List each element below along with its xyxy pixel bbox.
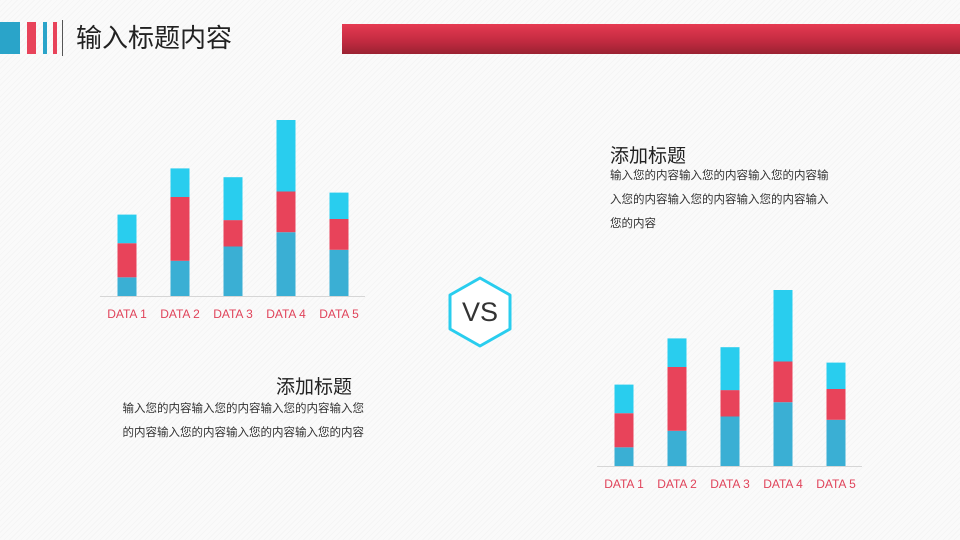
vs-hexagon (448, 276, 512, 348)
x-tick-label: DATA 5 (319, 307, 359, 321)
bar-5-middle (826, 389, 846, 420)
text-block-body-left: 输入您的内容输入您的内容输入您的内容输入您的内容输入您的内容输入您的内容输入您的… (122, 401, 365, 439)
vs-label: VS (462, 297, 498, 327)
stacked-bar-chart-left: DATA 1 DATA 2 DATA 3 DATA 4 DATA 5 (100, 120, 365, 321)
bar-1-bottom (117, 277, 137, 296)
header-decoration-red-thin (53, 22, 57, 54)
bar-3-bottom (223, 246, 243, 296)
text-block-title-left: 添加标题 (276, 376, 353, 398)
bar-2-bottom (170, 260, 190, 296)
x-tick-label: DATA 1 (107, 307, 147, 321)
stacked-bar-chart-right: DATA 1 DATA 2 DATA 3 DATA 4 DATA 5 (597, 290, 862, 491)
text-block-title-right: 添加标题 (610, 145, 687, 167)
bar-2-top (170, 168, 190, 197)
x-tick-label: DATA 4 (763, 477, 803, 491)
x-tick-label: DATA 5 (816, 477, 856, 491)
bar-4-bottom (773, 402, 793, 466)
bar-2-middle (170, 197, 190, 261)
bar-4-bottom (276, 232, 296, 296)
text-block-body-right: 输入您的内容输入您的内容输入您的内容输入您的内容输入您的内容输入您的内容输入您的… (610, 168, 829, 230)
bar-4-top (276, 120, 296, 192)
x-tick-label: DATA 3 (213, 307, 253, 321)
bar-1-middle (614, 413, 634, 448)
bar-4-middle (276, 191, 296, 233)
x-tick-label: DATA 4 (266, 307, 306, 321)
vs-badge: VS (448, 276, 512, 348)
bar-1-top (614, 384, 634, 414)
x-tick-label: DATA 1 (604, 477, 644, 491)
bar-2-top (667, 338, 687, 367)
page-title: 输入标题内容 (76, 24, 233, 54)
bar-3-top (223, 177, 243, 221)
x-tick-label: DATA 3 (710, 477, 750, 491)
bar-3-middle (223, 220, 243, 247)
header-decoration-blue (0, 22, 20, 54)
x-tick-label: DATA 2 (160, 307, 200, 321)
bar-5-bottom (329, 249, 349, 296)
bar-3-top (720, 347, 740, 391)
bar-2-middle (667, 367, 687, 431)
x-tick-label: DATA 2 (657, 477, 697, 491)
header-decoration-blue-thin (43, 22, 47, 54)
bar-2-bottom (667, 430, 687, 466)
bar-1-bottom (614, 447, 634, 466)
bar-1-middle (117, 243, 137, 278)
bar-5-bottom (826, 419, 846, 466)
bar-1-top (117, 214, 137, 244)
bar-5-middle (329, 219, 349, 250)
bar-5-top (329, 192, 349, 219)
bar-3-middle (720, 390, 740, 417)
bar-4-middle (773, 361, 793, 403)
bar-3-bottom (720, 416, 740, 466)
header-band (342, 24, 960, 54)
bar-4-top (773, 290, 793, 362)
bar-5-top (826, 362, 846, 389)
header-decoration-red (27, 22, 36, 54)
header-divider (62, 20, 63, 56)
